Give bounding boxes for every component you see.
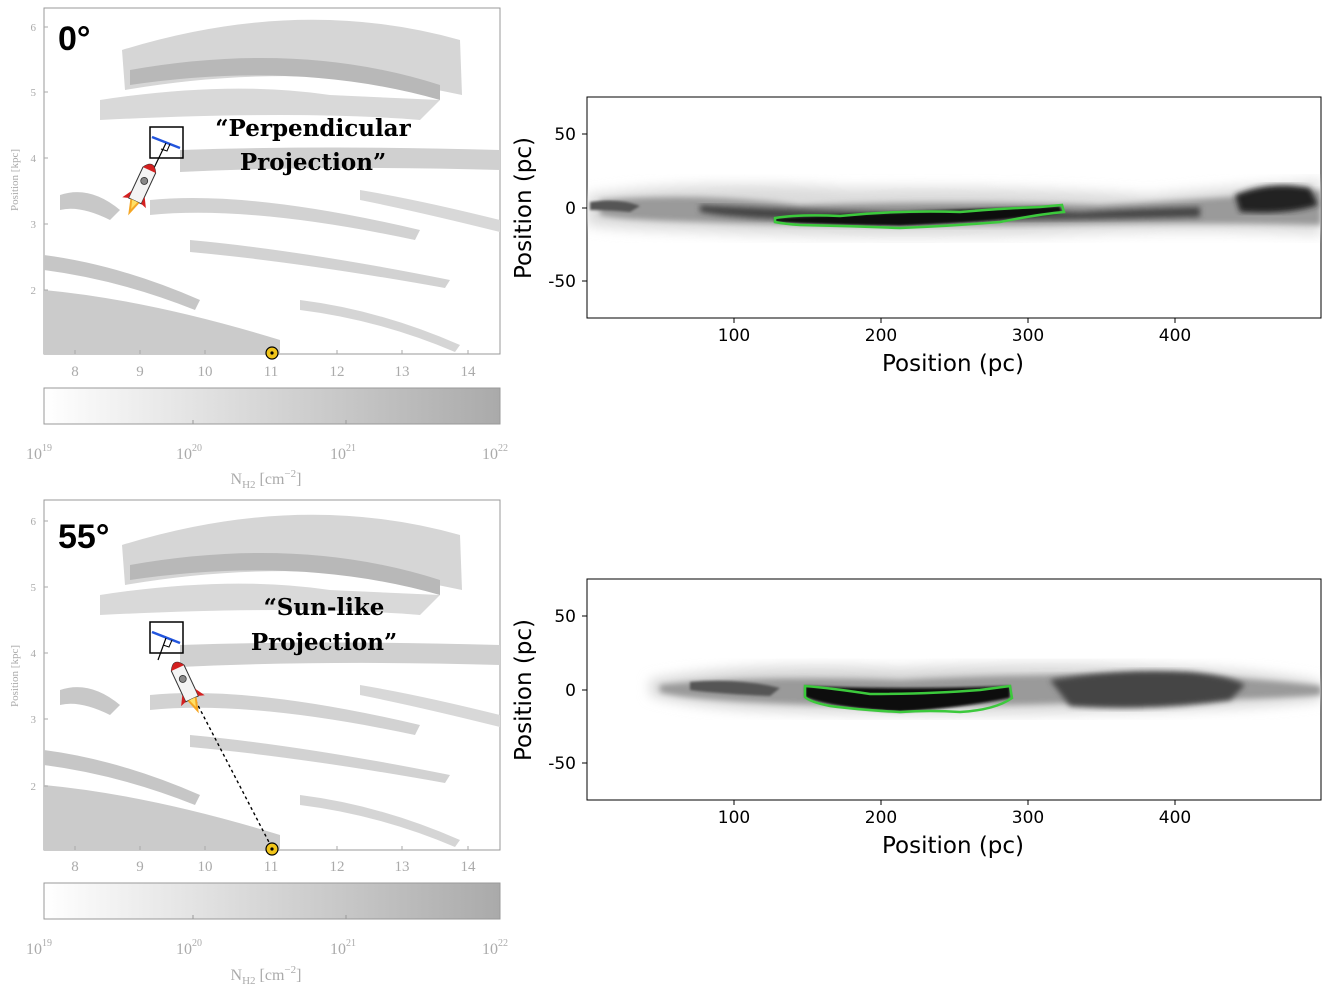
map-ytick: 2 (31, 285, 37, 297)
galaxy-map-panel-top: 8 9 10 11 12 13 14 2 3 4 5 6 Position [k… (9, 7, 508, 491)
map-ytick: 3 (31, 219, 37, 231)
y-axis-label: Position (pc) (511, 619, 537, 761)
xtick-label: 100 (718, 808, 750, 828)
y-axis-label: Position (pc) (511, 137, 537, 279)
annotation-line-2: Projection” (240, 149, 386, 176)
ytick-label: -50 (548, 754, 576, 774)
projection-chart-bottom: 100 200 300 400 50 0 -50 Position (pc) P… (511, 578, 1322, 859)
map-ytick: 3 (31, 714, 37, 726)
ytick-label: 50 (554, 125, 576, 145)
ytick-label: 0 (565, 681, 576, 701)
colorbar-tick: 1022 (482, 938, 508, 958)
colorbar-tick: 1020 (176, 443, 202, 463)
xtick-label: 400 (1159, 326, 1191, 346)
map-ytick-labels: 2 3 4 5 6 (31, 516, 37, 793)
map-ytick-labels: 2 3 4 5 6 (31, 22, 37, 297)
xtick-label: 100 (718, 326, 750, 346)
map-ylabel: Position [kpc] (9, 149, 21, 211)
map-xtick: 12 (330, 364, 345, 380)
map-ytick: 4 (31, 153, 37, 165)
ytick-label: 50 (554, 607, 576, 627)
contour-outline (773, 203, 1066, 230)
axis-ticks (582, 615, 1176, 805)
map-xtick: 14 (461, 364, 477, 380)
colorbar-ticks (192, 915, 347, 919)
map-ytick: 5 (31, 582, 37, 594)
colorbar-label: NH2 [cm−2] (231, 964, 302, 987)
sightline (157, 637, 167, 661)
map-ytick: 6 (31, 22, 37, 34)
colorbar-ticks (192, 420, 347, 424)
spiral-arm-texture (44, 19, 500, 354)
rocket-icon (122, 163, 157, 216)
region-box (149, 621, 184, 654)
annotation-line-1: “Perpendicular (215, 115, 411, 142)
map-xtick: 9 (136, 364, 144, 380)
right-angle-mark (160, 143, 171, 152)
ytick-labels: 50 0 -50 (548, 125, 576, 292)
xtick-label: 400 (1159, 808, 1191, 828)
filament-marker (151, 135, 181, 150)
ytick-label: -50 (548, 272, 576, 292)
xtick-labels: 100 200 300 400 (718, 808, 1191, 828)
xtick-labels: 100 200 300 400 (718, 326, 1191, 346)
colorbar-tick: 1021 (330, 938, 356, 958)
xtick-label: 200 (865, 326, 897, 346)
map-xtick: 10 (198, 859, 213, 875)
colorbar-tick: 1020 (176, 938, 202, 958)
sightline (153, 142, 167, 169)
projection-chart-top: 100 200 300 400 50 0 -50 Position (pc) P… (511, 96, 1322, 377)
map-xtick: 13 (395, 859, 410, 875)
map-xtick: 12 (330, 859, 345, 875)
colorbar-tick-labels: 1019 1020 1021 1022 (26, 443, 508, 463)
map-xtick: 14 (461, 859, 477, 875)
colorbar-tick: 1019 (26, 443, 52, 463)
map-xtick: 11 (264, 859, 278, 875)
map-ytick: 2 (31, 781, 37, 793)
angle-label: 55° (58, 518, 109, 556)
galaxy-map-panel-bottom: 8 9 10 11 12 13 14 2 3 4 5 6 Position [k… (9, 499, 508, 987)
ytick-label: 0 (565, 199, 576, 219)
x-axis-label: Position (pc) (882, 833, 1024, 859)
map-xtick: 11 (264, 364, 278, 380)
xtick-label: 300 (1012, 808, 1044, 828)
colorbar-tick: 1021 (330, 443, 356, 463)
map-ylabel: Position [kpc] (9, 645, 21, 707)
x-axis-label: Position (pc) (882, 351, 1024, 377)
map-xtick: 10 (198, 364, 213, 380)
colorbar-tick: 1019 (26, 938, 52, 958)
map-ytick: 4 (31, 648, 37, 660)
map-xtick-labels: 8 9 10 11 12 13 14 (71, 364, 476, 380)
sun-icon (265, 842, 279, 856)
map-xtick: 13 (395, 364, 410, 380)
angle-label: 0° (58, 20, 91, 58)
map-ytick: 5 (31, 87, 37, 99)
map-axes-ticks (44, 26, 469, 354)
contour-outline (803, 684, 1014, 714)
colorbar (43, 387, 501, 425)
map-xtick-labels: 8 9 10 11 12 13 14 (71, 859, 476, 875)
sun-icon (265, 346, 279, 360)
rocket-icon (170, 661, 205, 714)
map-xtick: 8 (71, 859, 79, 875)
ytick-labels: 50 0 -50 (548, 607, 576, 774)
colorbar-label: NH2 [cm−2] (231, 468, 302, 491)
colorbar (43, 882, 501, 920)
colorbar-tick-labels: 1019 1020 1021 1022 (26, 938, 508, 958)
map-xtick: 8 (71, 364, 79, 380)
region-box (149, 126, 184, 159)
right-angle-mark (162, 639, 173, 648)
map-xtick: 9 (136, 859, 144, 875)
annotation-line-1: “Sun-like (264, 594, 385, 621)
annotation-line-2: Projection” (251, 629, 397, 656)
spiral-arm-texture (44, 514, 500, 850)
colorbar-tick: 1022 (482, 443, 508, 463)
axis-ticks (582, 133, 1176, 323)
map-ytick: 6 (31, 516, 37, 528)
xtick-label: 300 (1012, 326, 1044, 346)
xtick-label: 200 (865, 808, 897, 828)
filament-marker (151, 630, 181, 645)
